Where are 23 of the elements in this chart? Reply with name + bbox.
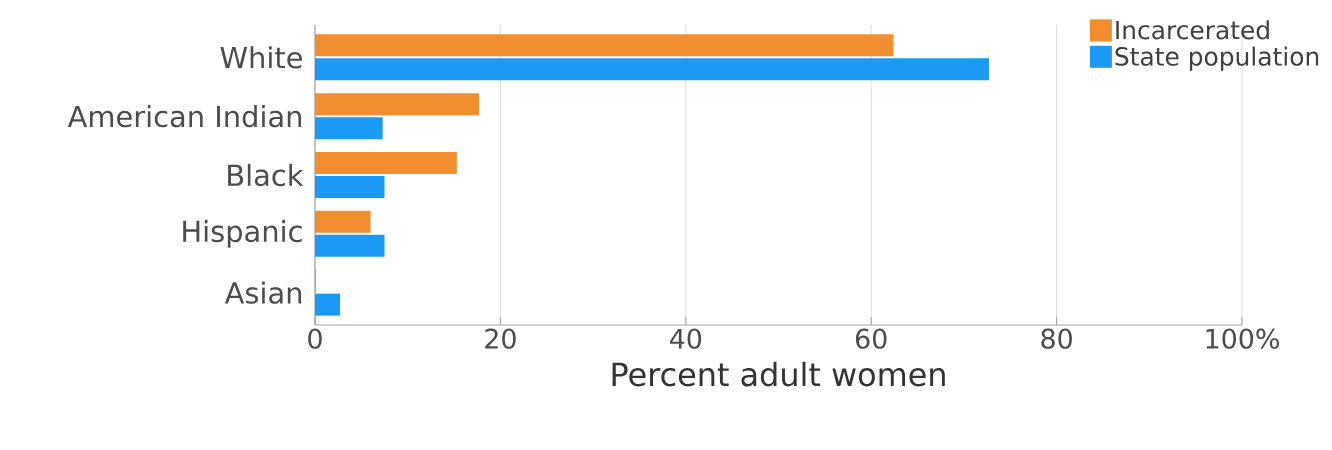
y-tick-label: White bbox=[220, 46, 302, 69]
bar bbox=[315, 234, 385, 257]
bar bbox=[315, 210, 371, 233]
bar bbox=[315, 93, 480, 116]
x-tick-label: 60 bbox=[855, 328, 887, 349]
bar bbox=[315, 152, 457, 174]
bar bbox=[315, 58, 989, 81]
bar bbox=[315, 293, 341, 316]
y-tick-label: Asian bbox=[224, 281, 302, 304]
bar bbox=[315, 117, 383, 140]
bar bbox=[315, 34, 894, 57]
y-tick-label: Hispanic bbox=[183, 219, 302, 248]
bar bbox=[315, 176, 385, 198]
y-tick-label: American Indian bbox=[67, 104, 302, 128]
x-axis-title: Percent adult women bbox=[612, 361, 945, 387]
x-tick-label: 80 bbox=[1041, 328, 1072, 349]
x-tick-label: 100% bbox=[1206, 328, 1279, 349]
y-tick-label: Black bbox=[228, 163, 304, 187]
legend-label: Incarcerated bbox=[1116, 20, 1269, 40]
legend-label: State population bbox=[1115, 46, 1319, 71]
x-tick-label: 0 bbox=[308, 328, 322, 349]
x-tick-label: 40 bbox=[670, 328, 702, 349]
x-tick-label: 20 bbox=[485, 328, 516, 349]
